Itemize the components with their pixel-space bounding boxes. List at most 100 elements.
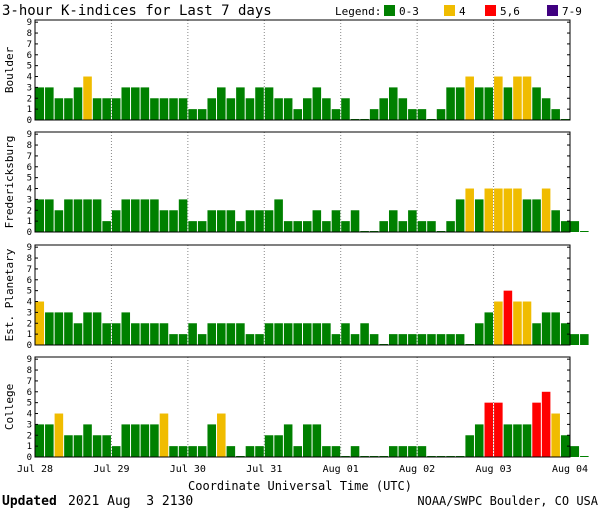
y-tick-label: 6 [27, 388, 32, 398]
k-index-bar [331, 334, 341, 345]
y-tick-label: 3 [27, 83, 32, 93]
chart-title: 3-hour K-indices for Last 7 days [2, 3, 272, 19]
k-index-bar [121, 424, 131, 457]
y-tick-label: 0 [27, 116, 32, 126]
k-index-bar [64, 199, 73, 232]
x-axis-title: Coordinate Universal Time (UTC) [188, 479, 412, 493]
k-index-bar [188, 323, 197, 345]
k-index-bar [92, 435, 102, 457]
k-index-bar [102, 435, 111, 457]
k-index-bar [312, 87, 322, 120]
x-tick-label: Aug 03 [476, 464, 512, 475]
k-index-bar [283, 424, 293, 457]
station-label: Boulder [3, 46, 16, 93]
y-tick-label: 6 [27, 163, 32, 173]
k-index-bar [131, 424, 140, 457]
y-tick-label: 0 [27, 341, 32, 351]
k-index-bar [159, 98, 169, 120]
y-tick-label: 8 [27, 254, 32, 264]
k-index-bar [121, 87, 131, 120]
k-index-bar [102, 221, 111, 232]
k-index-bar [484, 188, 494, 232]
y-tick-label: 9 [27, 130, 32, 140]
k-index-bar [245, 334, 255, 345]
y-tick-label: 8 [27, 141, 32, 151]
k-index-bar [446, 87, 455, 120]
x-tick-label: Aug 04 [552, 464, 588, 475]
k-index-bar [417, 221, 427, 232]
k-index-bar [303, 98, 312, 120]
k-index-bar [178, 98, 188, 120]
panel-frame [34, 244, 571, 346]
legend-entry: 5,6 [500, 5, 520, 18]
k-index-bar [197, 221, 207, 232]
k-index-bar [408, 109, 417, 120]
k-index-bar [159, 323, 169, 345]
k-index-bar [188, 446, 197, 457]
y-tick-label: 5 [27, 174, 32, 184]
k-index-bar [465, 76, 474, 120]
y-tick-label: 1 [27, 105, 32, 115]
k-index-bar [580, 456, 589, 457]
k-index-bar [494, 188, 503, 232]
k-index-bar [341, 221, 350, 232]
k-index-bar [570, 334, 580, 345]
k-index-bar [111, 98, 121, 120]
k-index-bar [197, 334, 207, 345]
k-index-bar [417, 334, 427, 345]
k-index-bar [312, 210, 322, 232]
k-index-bar [45, 424, 54, 457]
station-label: Est. Planetary [3, 248, 16, 341]
k-index-bar [217, 413, 226, 457]
k-index-bar [541, 98, 551, 120]
k-index-bar [83, 312, 92, 345]
k-index-bar [560, 435, 570, 457]
k-index-bar [341, 98, 350, 120]
legend-entry: 4 [459, 5, 466, 18]
k-index-bar [83, 199, 92, 232]
panel-frame [34, 19, 571, 121]
y-tick-label: 6 [27, 51, 32, 61]
legend-swatch [547, 5, 558, 16]
k-index-bar [178, 334, 188, 345]
k-index-bar [427, 221, 436, 232]
k-index-bar [503, 424, 513, 457]
k-index-bar [551, 210, 560, 232]
k-index-bar [64, 98, 73, 120]
k-index-bar [73, 199, 83, 232]
k-index-bar [474, 323, 484, 345]
k-index-bar [408, 334, 417, 345]
k-index-bar [102, 98, 111, 120]
k-index-bar [255, 446, 264, 457]
k-index-bar [503, 87, 513, 120]
k-index-bar [73, 435, 83, 457]
k-index-bar [427, 334, 436, 345]
legend-swatch [485, 5, 496, 16]
k-index-bar [45, 87, 54, 120]
k-index-bar [532, 402, 541, 457]
k-index-bar [303, 221, 312, 232]
k-index-bar [92, 98, 102, 120]
k-index-bar [45, 199, 54, 232]
k-index-bar [532, 199, 541, 232]
legend-label: Legend: [335, 5, 381, 18]
k-index-bar [513, 301, 522, 345]
k-index-bar [207, 323, 217, 345]
k-index-bar [92, 199, 102, 232]
k-index-bar [312, 424, 322, 457]
k-index-bar [580, 334, 589, 345]
k-index-bar [121, 312, 131, 345]
k-index-bar [45, 312, 54, 345]
y-tick-label: 8 [27, 29, 32, 39]
k-index-bar [83, 76, 92, 120]
k-index-bar [255, 87, 264, 120]
y-tick-label: 6 [27, 276, 32, 286]
station-label: Fredericksburg [3, 136, 16, 229]
k-index-bar [169, 446, 178, 457]
panel-frame [34, 356, 571, 458]
k-index-bar [102, 323, 111, 345]
k-index-bar [264, 435, 274, 457]
